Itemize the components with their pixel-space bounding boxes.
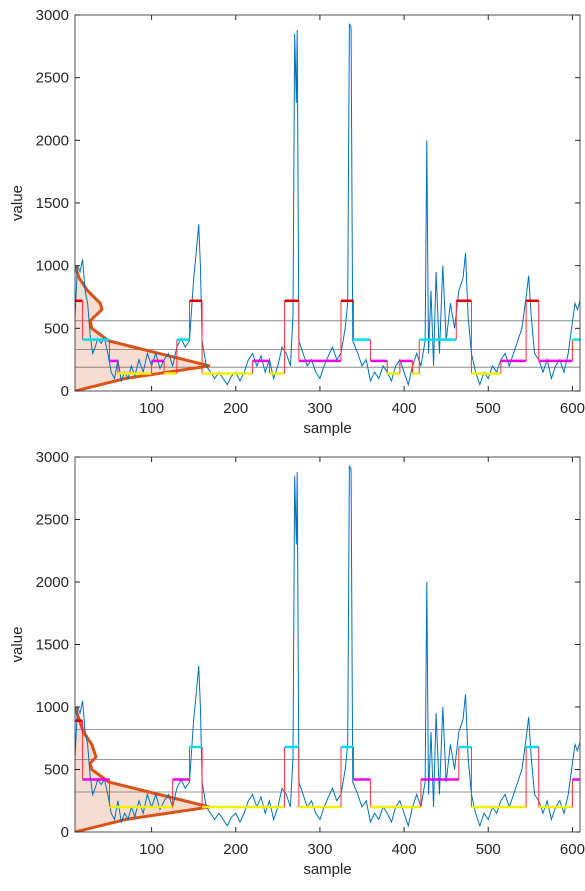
x-tick-label: 200 <box>223 841 248 858</box>
axes: 0 500 1000 1500 2000 2500 3000 100 200 300 400 500 6… <box>9 449 585 878</box>
plot-area <box>75 23 580 391</box>
x-tick-label: 600 <box>560 841 585 858</box>
plot-area <box>75 465 580 832</box>
x-tick-label: 100 <box>139 841 164 858</box>
y-tick-label: 1000 <box>36 699 69 716</box>
y-tick-label: 3000 <box>36 449 69 466</box>
y-tick-label: 0 <box>61 383 69 400</box>
x-axis-label: sample <box>303 420 351 437</box>
y-tick-label: 1000 <box>36 258 69 275</box>
x-tick-label: 400 <box>392 841 417 858</box>
y-axis-label: value <box>9 185 26 221</box>
density-curve <box>75 265 211 391</box>
x-tick-label: 100 <box>139 400 164 417</box>
y-axis-label: value <box>9 627 26 663</box>
x-tick-label: 500 <box>476 841 501 858</box>
y-tick-label: 2500 <box>36 512 69 529</box>
axes-frame <box>74 456 581 833</box>
axes: 0 500 1000 1500 2000 2500 3000 100 200 300 400 500 6… <box>9 7 585 437</box>
x-tick-label: 600 <box>560 400 585 417</box>
x-axis-label: sample <box>303 861 351 878</box>
signal-line <box>75 465 580 828</box>
x-tick-label: 500 <box>476 400 501 417</box>
y-tick-label: 0 <box>61 824 69 841</box>
x-tick-label: 200 <box>223 400 248 417</box>
y-tick-label: 3000 <box>36 7 69 24</box>
y-tick-label: 2000 <box>36 132 69 149</box>
y-tick-label: 2000 <box>36 574 69 591</box>
x-tick-label: 300 <box>307 400 332 417</box>
y-tick-label: 1500 <box>36 195 69 212</box>
y-tick-label: 500 <box>44 762 69 779</box>
y-tick-label: 2500 <box>36 70 69 87</box>
y-tick-label: 1500 <box>36 637 69 654</box>
axes-frame <box>74 14 581 392</box>
x-tick-label: 400 <box>392 400 417 417</box>
x-tick-label: 300 <box>307 841 332 858</box>
y-tick-label: 500 <box>44 320 69 337</box>
signal-line <box>75 23 580 387</box>
